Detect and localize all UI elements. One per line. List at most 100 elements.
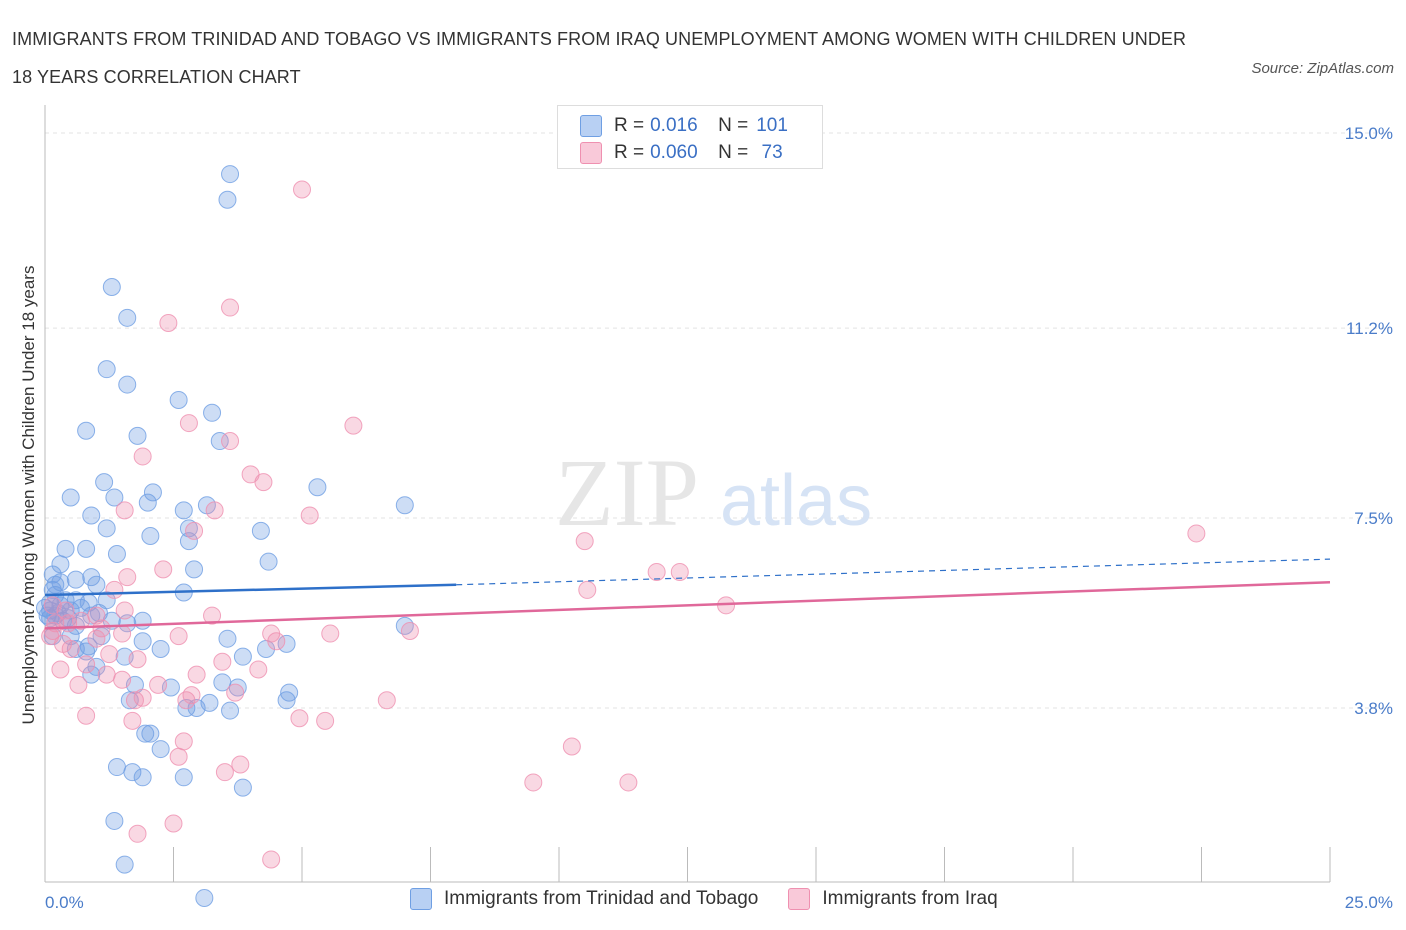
point-iraq bbox=[221, 432, 240, 451]
point-trinidad bbox=[151, 740, 170, 759]
point-iraq bbox=[344, 416, 363, 435]
legend-item-trinidad[interactable]: Immigrants from Trinidad and Tobago bbox=[410, 888, 758, 910]
point-trinidad bbox=[143, 483, 162, 502]
point-trinidad bbox=[66, 570, 85, 589]
legend-n-value: 101 bbox=[756, 115, 788, 136]
point-trinidad bbox=[138, 493, 157, 512]
point-iraq bbox=[300, 506, 319, 525]
chart-title: IMMIGRANTS FROM TRINIDAD AND TOBAGO VS I… bbox=[12, 29, 1187, 87]
y-tick-labels: 3.8% 7.5% 11.2% 15.0% bbox=[1345, 124, 1393, 718]
point-iraq bbox=[51, 660, 70, 679]
point-trinidad bbox=[141, 527, 160, 546]
point-trinidad bbox=[82, 506, 101, 525]
point-trinidad bbox=[251, 521, 270, 540]
point-iraq bbox=[321, 624, 340, 643]
point-iraq bbox=[87, 629, 106, 648]
point-iraq bbox=[159, 313, 178, 332]
trend-lines bbox=[44, 558, 1331, 630]
point-trinidad bbox=[71, 598, 90, 617]
point-trinidad bbox=[136, 724, 155, 743]
legend-n-label: N = bbox=[718, 115, 749, 136]
legend-n-value: 73 bbox=[756, 142, 783, 163]
point-trinidad bbox=[123, 763, 142, 782]
point-trinidad bbox=[218, 190, 237, 209]
point-trinidad bbox=[77, 642, 96, 661]
point-trinidad bbox=[179, 519, 198, 538]
point-iraq bbox=[71, 611, 90, 630]
point-iraq bbox=[203, 606, 222, 625]
point-iraq bbox=[267, 632, 286, 651]
point-iraq bbox=[179, 414, 198, 433]
watermark: ZIP atlas bbox=[555, 439, 872, 546]
point-trinidad bbox=[118, 308, 137, 327]
point-iraq bbox=[125, 691, 144, 710]
point-trinidad bbox=[174, 501, 193, 520]
point-trinidad bbox=[203, 403, 222, 422]
x-tick-labels: 0.0% 25.0% bbox=[45, 893, 1393, 912]
x-tick-label: 25.0% bbox=[1345, 893, 1393, 912]
y-tick-label: 15.0% bbox=[1345, 124, 1393, 143]
point-trinidad bbox=[308, 478, 327, 497]
point-iraq bbox=[113, 670, 132, 689]
point-iraq bbox=[61, 639, 80, 658]
legend-r-label: R = bbox=[614, 142, 645, 163]
legend-item-iraq[interactable]: Immigrants from Iraq bbox=[788, 888, 998, 910]
point-iraq bbox=[97, 665, 116, 684]
point-trinidad bbox=[221, 701, 240, 720]
y-tick-label: 3.8% bbox=[1354, 699, 1393, 718]
point-iraq bbox=[254, 473, 273, 492]
series-iraq-points bbox=[41, 180, 1206, 869]
point-iraq bbox=[113, 624, 132, 643]
point-trinidad bbox=[210, 432, 229, 451]
legend-n-label: N = bbox=[718, 142, 749, 163]
point-iraq bbox=[128, 824, 147, 843]
point-trinidad bbox=[95, 473, 114, 492]
point-iraq bbox=[1187, 524, 1206, 543]
legend-r-label: R = bbox=[614, 115, 645, 136]
axes bbox=[44, 105, 1331, 883]
point-iraq bbox=[133, 447, 152, 466]
y-axis-label: Unemployment Among Women with Children U… bbox=[19, 266, 38, 725]
series-legend: Immigrants from Trinidad and Tobago Immi… bbox=[410, 888, 1028, 910]
point-iraq bbox=[226, 683, 245, 702]
point-trinidad bbox=[233, 778, 252, 797]
point-iraq bbox=[293, 180, 311, 199]
point-trinidad bbox=[169, 390, 188, 409]
point-iraq bbox=[231, 755, 250, 774]
point-iraq bbox=[123, 711, 142, 730]
point-iraq bbox=[43, 621, 62, 640]
point-trinidad bbox=[105, 488, 124, 507]
point-trinidad bbox=[141, 724, 160, 743]
point-iraq bbox=[377, 691, 396, 710]
point-iraq bbox=[154, 560, 173, 579]
legend-label-iraq: Immigrants from Iraq bbox=[822, 888, 998, 909]
point-trinidad bbox=[179, 532, 198, 551]
trend-line-iraq bbox=[44, 580, 1331, 630]
point-trinidad bbox=[46, 575, 65, 594]
trend-line-trinidad bbox=[44, 583, 457, 597]
point-iraq bbox=[262, 850, 281, 869]
point-iraq bbox=[562, 737, 581, 756]
legend-swatch-iraq bbox=[580, 142, 602, 164]
watermark-atlas: atlas bbox=[720, 461, 872, 541]
point-trinidad bbox=[97, 519, 116, 538]
point-trinidad bbox=[218, 629, 237, 648]
point-trinidad bbox=[133, 768, 152, 787]
point-iraq bbox=[215, 763, 234, 782]
legend-swatch-iraq bbox=[788, 888, 811, 910]
point-trinidad bbox=[77, 539, 96, 558]
point-trinidad bbox=[115, 855, 134, 874]
point-iraq bbox=[524, 773, 543, 792]
point-iraq bbox=[41, 627, 60, 646]
trend-line-trinidad-extension bbox=[456, 558, 1331, 586]
point-trinidad bbox=[128, 426, 147, 445]
point-iraq bbox=[205, 501, 224, 520]
y-tick-label: 11.2% bbox=[1346, 319, 1393, 338]
point-iraq bbox=[578, 580, 597, 599]
point-trinidad bbox=[56, 539, 75, 558]
point-trinidad bbox=[259, 552, 278, 571]
legend-swatch-trinidad bbox=[580, 115, 602, 137]
point-iraq bbox=[619, 773, 638, 792]
point-iraq bbox=[647, 562, 666, 581]
point-iraq bbox=[115, 601, 134, 620]
